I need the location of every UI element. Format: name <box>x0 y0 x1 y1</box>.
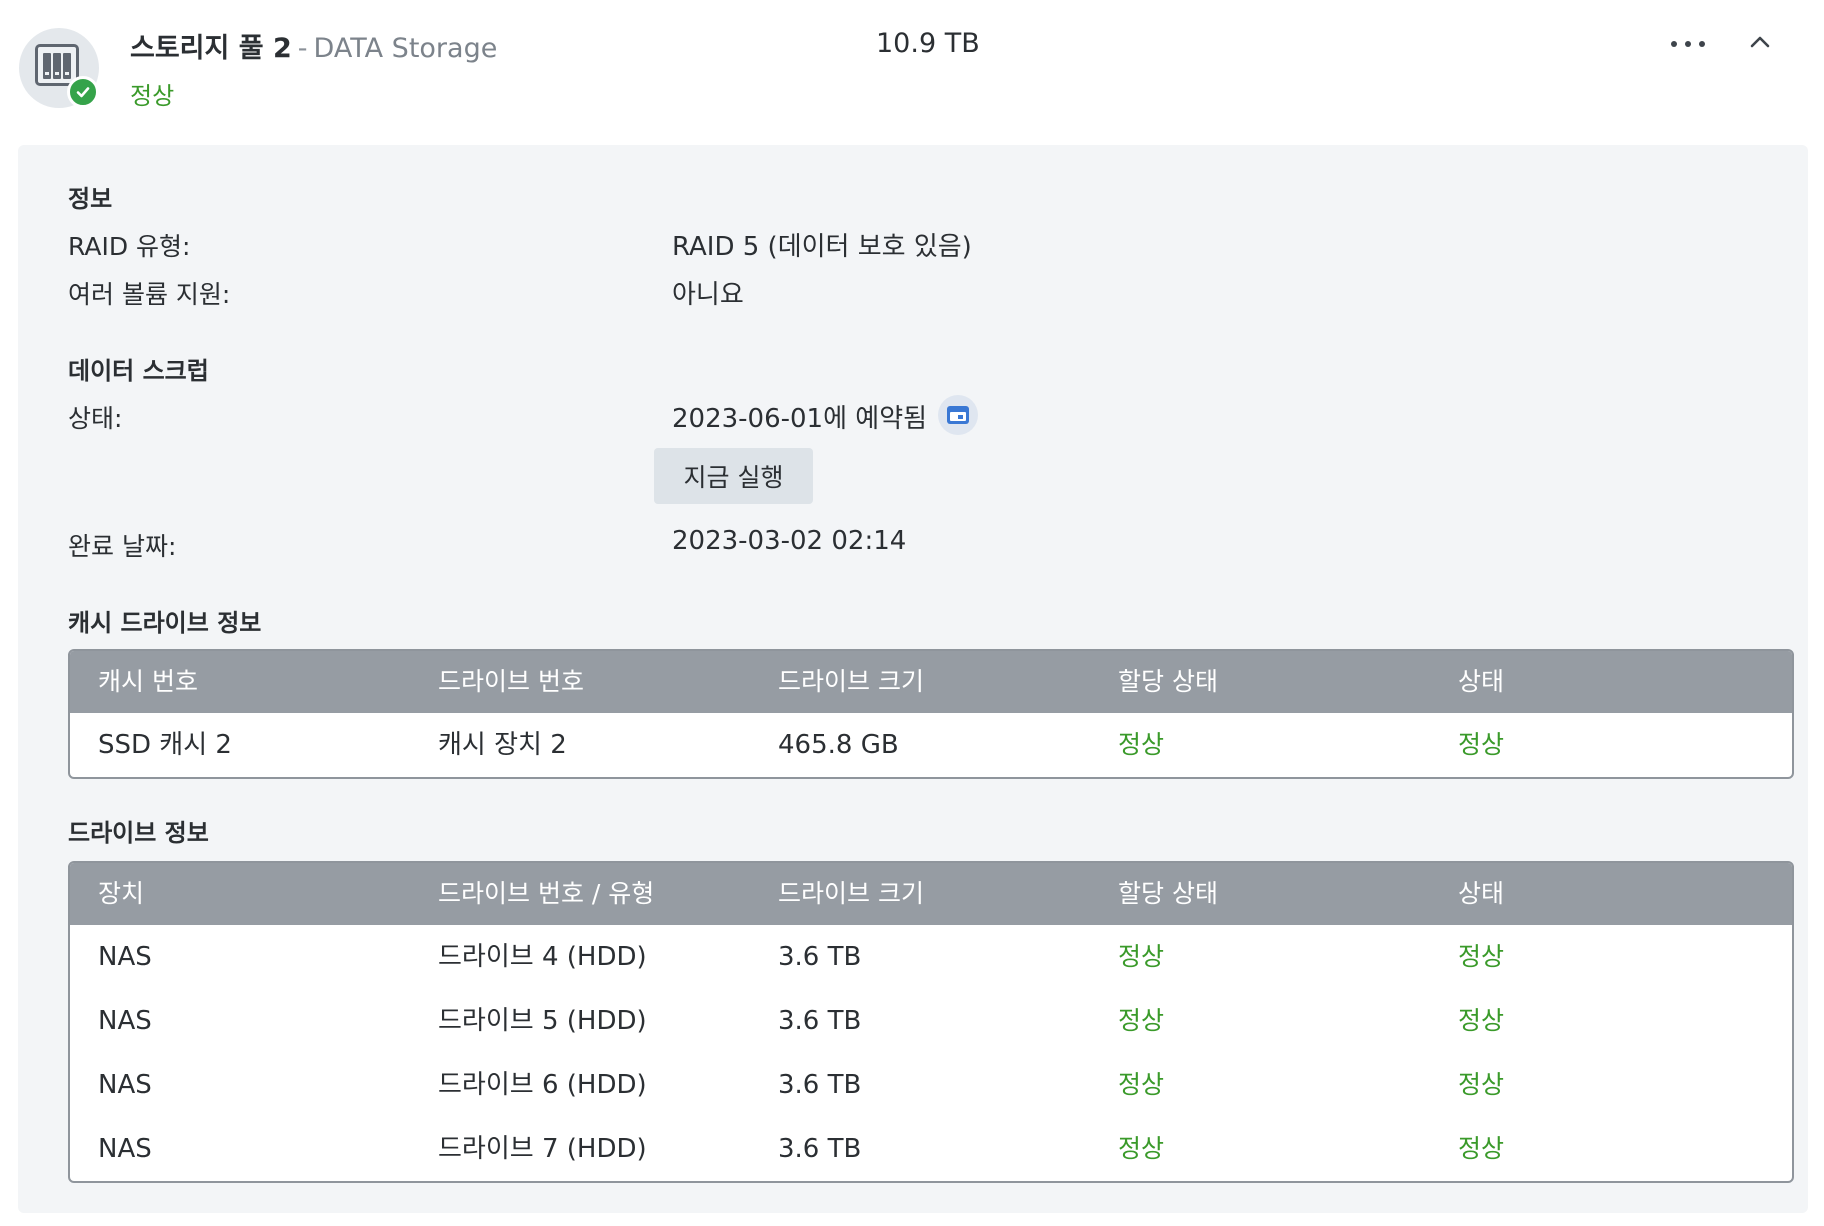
pool-status: 정상 <box>130 82 175 110</box>
table-row[interactable]: NAS 드라이브 7 (HDD) 3.6 TB 정상 정상 <box>70 1117 1792 1181</box>
column-header: 할당 상태 <box>1118 667 1218 696</box>
drive-number-cell: 드라이브 7 (HDD) <box>438 1134 647 1164</box>
table-row[interactable]: SSD 캐시 2 캐시 장치 2 465.8 GB 정상 정상 <box>70 713 1792 777</box>
status-cell: 정상 <box>1458 1006 1505 1035</box>
raid-type-value: RAID 5 (데이터 보호 있음) <box>672 232 972 262</box>
more-options-button[interactable] <box>1665 28 1715 58</box>
collapse-button[interactable] <box>1740 24 1780 60</box>
multi-volume-value: 아니요 <box>672 280 744 310</box>
completed-date-value: 2023-03-02 02:14 <box>672 526 907 556</box>
allocation-status-cell: 정상 <box>1118 1134 1165 1163</box>
check-circle-icon <box>67 76 99 108</box>
scrub-status-value: 2023-06-01에 예약됨 <box>672 404 928 434</box>
device-cell: NAS <box>98 1134 152 1164</box>
column-header: 상태 <box>1458 879 1505 908</box>
info-heading: 정보 <box>68 185 113 213</box>
column-header: 상태 <box>1458 667 1505 696</box>
drive-size-cell: 3.6 TB <box>778 1134 862 1164</box>
drive-info-table: 장치 드라이브 번호 / 유형 드라이브 크기 할당 상태 상태 NAS 드라이… <box>68 861 1794 1183</box>
drive-size-cell: 465.8 GB <box>778 730 899 760</box>
column-header: 장치 <box>98 879 145 908</box>
table-row[interactable]: NAS 드라이브 5 (HDD) 3.6 TB 정상 정상 <box>70 989 1792 1053</box>
table-header: 장치 드라이브 번호 / 유형 드라이브 크기 할당 상태 상태 <box>70 863 1792 925</box>
data-scrub-heading: 데이터 스크럽 <box>68 357 209 385</box>
column-header: 드라이브 크기 <box>778 667 924 696</box>
run-now-button[interactable]: 지금 실행 <box>654 448 813 504</box>
drive-size-cell: 3.6 TB <box>778 1070 862 1100</box>
pool-title: 스토리지 풀 2- DATA Storage <box>130 26 497 65</box>
drive-info-heading: 드라이브 정보 <box>68 819 209 847</box>
allocation-status-cell: 정상 <box>1118 1006 1165 1035</box>
cache-drive-table: 캐시 번호 드라이브 번호 드라이브 크기 할당 상태 상태 SSD 캐시 2 … <box>68 649 1794 779</box>
schedule-calendar-button[interactable] <box>938 395 978 435</box>
multi-volume-label: 여러 볼륨 지원: <box>68 280 231 309</box>
pool-name: 스토리지 풀 2 <box>130 33 292 64</box>
pool-size: 10.9 TB <box>876 28 980 59</box>
more-dot-icon <box>1699 41 1705 47</box>
allocation-status-cell: 정상 <box>1118 942 1165 971</box>
chevron-up-icon <box>1750 36 1770 48</box>
table-row[interactable]: NAS 드라이브 4 (HDD) 3.6 TB 정상 정상 <box>70 925 1792 989</box>
status-cell: 정상 <box>1458 1070 1505 1099</box>
calendar-icon <box>947 406 969 424</box>
device-cell: NAS <box>98 942 152 972</box>
drive-size-cell: 3.6 TB <box>778 1006 862 1036</box>
drive-number-cell: 드라이브 5 (HDD) <box>438 1006 647 1036</box>
allocation-status-cell: 정상 <box>1118 730 1165 759</box>
device-cell: NAS <box>98 1070 152 1100</box>
nas-storage-icon <box>19 28 99 108</box>
table-row[interactable]: NAS 드라이브 6 (HDD) 3.6 TB 정상 정상 <box>70 1053 1792 1117</box>
drive-size-cell: 3.6 TB <box>778 942 862 972</box>
pool-description: DATA Storage <box>313 33 498 64</box>
status-cell: 정상 <box>1458 942 1505 971</box>
raid-type-label: RAID 유형: <box>68 232 191 261</box>
cache-drive-heading: 캐시 드라이브 정보 <box>68 609 262 637</box>
status-cell: 정상 <box>1458 1134 1505 1163</box>
drive-number-cell: 드라이브 4 (HDD) <box>438 942 647 972</box>
scrub-status-label: 상태: <box>68 404 123 433</box>
column-header: 드라이브 번호 / 유형 <box>438 879 655 908</box>
table-header: 캐시 번호 드라이브 번호 드라이브 크기 할당 상태 상태 <box>70 651 1792 713</box>
drive-number-cell: 드라이브 6 (HDD) <box>438 1070 647 1100</box>
more-dot-icon <box>1671 41 1677 47</box>
device-cell: NAS <box>98 1006 152 1036</box>
drive-number-cell: 캐시 장치 2 <box>438 730 567 760</box>
column-header: 드라이브 번호 <box>438 667 584 696</box>
column-header: 캐시 번호 <box>98 667 198 696</box>
completed-date-label: 완료 날짜: <box>68 532 177 561</box>
pool-detail-panel: 정보 RAID 유형: RAID 5 (데이터 보호 있음) 여러 볼륨 지원:… <box>18 145 1808 1213</box>
status-cell: 정상 <box>1458 730 1505 759</box>
cache-number-cell: SSD 캐시 2 <box>98 730 232 760</box>
allocation-status-cell: 정상 <box>1118 1070 1165 1099</box>
storage-pool-header: 스토리지 풀 2- DATA Storage 정상 10.9 TB <box>0 0 1824 130</box>
column-header: 할당 상태 <box>1118 879 1218 908</box>
pool-title-separator: - <box>297 33 308 64</box>
more-dot-icon <box>1685 41 1691 47</box>
column-header: 드라이브 크기 <box>778 879 924 908</box>
